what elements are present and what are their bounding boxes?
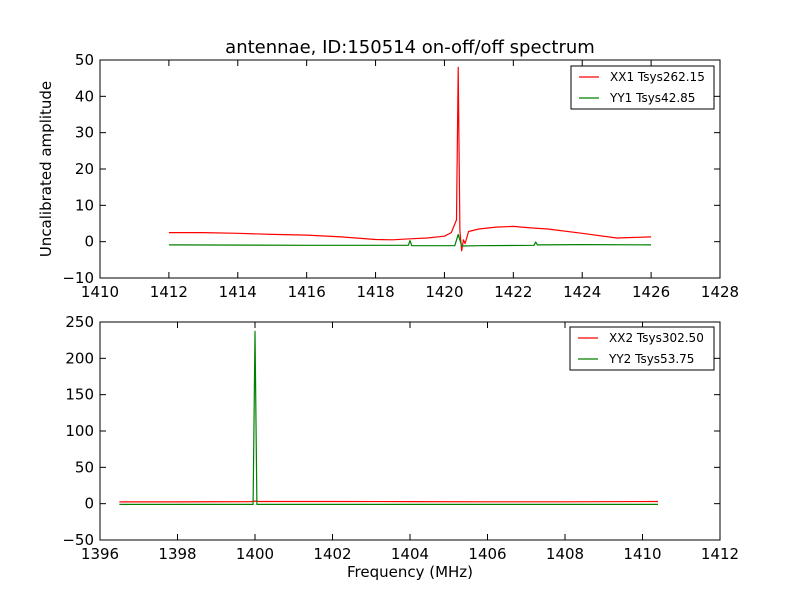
bottom-panel: 1396 1398 1400 1402 1404 1406 1408 1410 1412 −50 0… xyxy=(62,313,739,563)
y-tick-label: 50 xyxy=(75,458,94,476)
series-line-yy1 xyxy=(168,233,652,247)
x-tick-label: 1400 xyxy=(236,545,274,563)
x-tick-label: 1408 xyxy=(546,545,584,563)
legend-box xyxy=(569,326,715,371)
legend: XX1 Tsys262.15 YY1 Tsys42.85 xyxy=(570,65,715,110)
x-tick-label: 1422 xyxy=(494,283,532,301)
y-tick-label: −50 xyxy=(62,531,94,549)
x-tick-label: 1404 xyxy=(391,545,429,563)
x-tick-label: 1414 xyxy=(219,283,257,301)
x-tick-label: 1418 xyxy=(356,283,394,301)
y-tick-label: 30 xyxy=(75,124,94,142)
x-tick-label: 1410 xyxy=(81,283,119,301)
x-tick-label: 1426 xyxy=(632,283,670,301)
y-tick-label: 50 xyxy=(75,51,94,69)
series-line-yy2 xyxy=(119,330,658,505)
x-tick-label: 1424 xyxy=(563,283,601,301)
legend-entry: YY2 Tsys53.75 xyxy=(608,352,694,366)
x-tick-label: 1410 xyxy=(623,545,661,563)
x-tick-label: 1412 xyxy=(150,283,188,301)
series-line-xx1 xyxy=(168,66,652,252)
x-tick-label: 1406 xyxy=(468,545,506,563)
legend: XX2 Tsys302.50 YY2 Tsys53.75 xyxy=(569,326,715,371)
legend-box xyxy=(570,65,715,110)
y-tick-label: −10 xyxy=(62,269,94,287)
x-tick-label: 1402 xyxy=(313,545,351,563)
x-tick-label: 1412 xyxy=(701,545,739,563)
y-axis-label: Uncalibrated amplitude xyxy=(37,81,55,257)
y-tick-label: 0 xyxy=(84,233,94,251)
y-tick-label: 250 xyxy=(65,313,94,331)
y-tick-label: 0 xyxy=(84,495,94,513)
legend-entry: XX2 Tsys302.50 xyxy=(609,331,704,345)
y-tick-label: 20 xyxy=(75,160,94,178)
top-panel: 1410 1412 1414 1416 1418 1420 1422 1424 1426 1428… xyxy=(62,51,739,301)
x-tick-label: 1398 xyxy=(158,545,196,563)
x-tick-label: 1416 xyxy=(288,283,326,301)
series-line-xx2 xyxy=(119,500,659,503)
y-tick-label: 150 xyxy=(65,386,94,404)
y-tick-label: 10 xyxy=(75,196,94,214)
x-tick-label: 1396 xyxy=(81,545,119,563)
legend-entry: XX1 Tsys262.15 xyxy=(610,70,705,84)
y-tick-label: 200 xyxy=(65,349,94,367)
legend-entry: YY1 Tsys42.85 xyxy=(609,91,695,105)
y-tick-label: 100 xyxy=(65,422,94,440)
chart-title: antennae, ID:150514 on-off/off spectrum xyxy=(225,37,595,58)
x-tick-label: 1420 xyxy=(425,283,463,301)
y-tick-label: 40 xyxy=(75,87,94,105)
x-axis-label: Frequency (MHz) xyxy=(347,563,473,581)
x-tick-label: 1428 xyxy=(701,283,739,301)
